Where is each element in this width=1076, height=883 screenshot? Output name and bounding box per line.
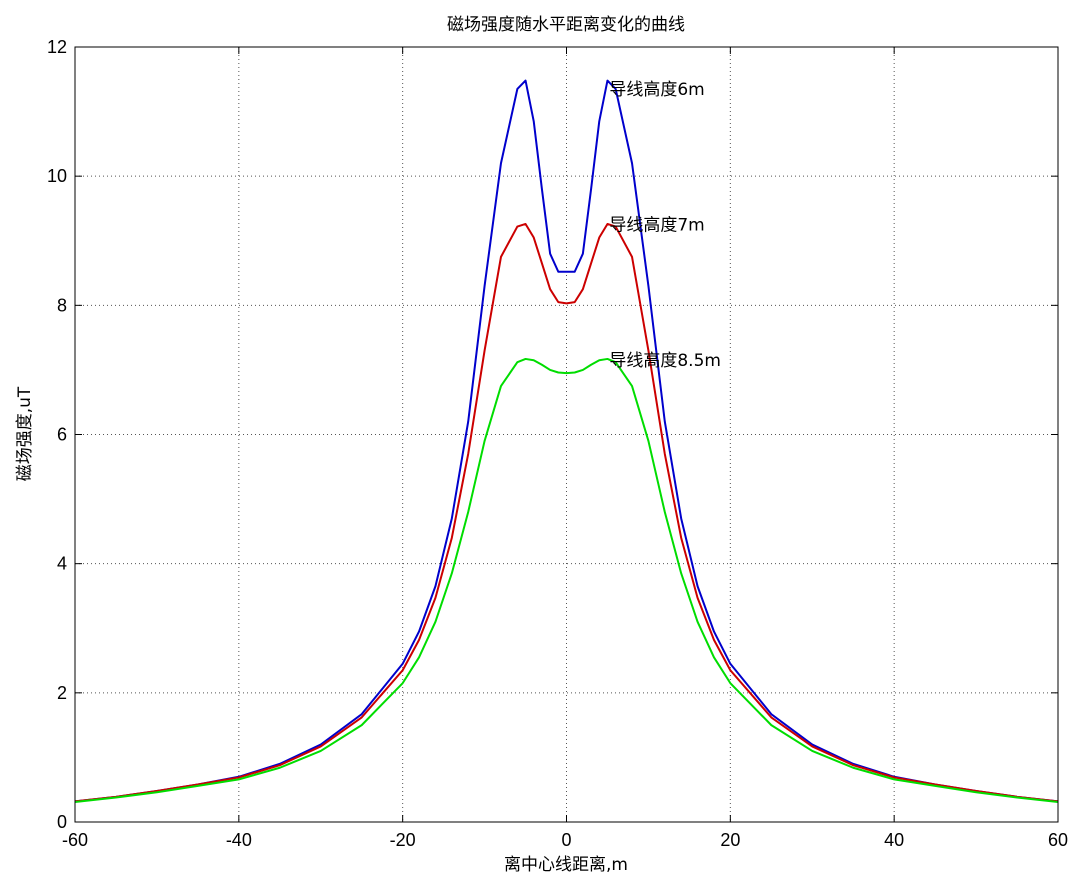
series-line-1 bbox=[74, 222, 1059, 803]
series-line-0 bbox=[74, 79, 1059, 803]
x-tick-label: -40 bbox=[226, 830, 252, 850]
y-tick-label: 4 bbox=[57, 554, 67, 574]
y-tick-label: 8 bbox=[57, 295, 67, 315]
x-tick-label: -20 bbox=[390, 830, 416, 850]
axis-ticks: -60 -40 -20 0 20 40 60 0 2 4 6 8 10 12 bbox=[47, 37, 1068, 850]
y-tick-label: 10 bbox=[47, 166, 67, 186]
y-tick-label: 0 bbox=[57, 812, 67, 832]
y-tick-label: 12 bbox=[47, 37, 67, 57]
x-tick-label: 40 bbox=[884, 830, 904, 850]
chart-title: 磁场强度随水平距离变化的曲线 bbox=[447, 15, 685, 35]
x-tick-label: 20 bbox=[720, 830, 740, 850]
x-axis-label: 离中心线距离,m bbox=[504, 855, 628, 875]
series-annotations: 导线高度6m 导线高度7m 导线高度8.5m bbox=[609, 80, 721, 371]
series-annotation-2: 导线高度8.5m bbox=[609, 351, 721, 371]
y-axis-label: 磁场强度,uT bbox=[15, 386, 35, 481]
x-tick-label: 60 bbox=[1048, 830, 1068, 850]
series-line-2 bbox=[74, 357, 1059, 803]
series-annotation-1: 导线高度7m bbox=[609, 216, 704, 236]
y-tick-label: 2 bbox=[57, 683, 67, 703]
series-annotation-0: 导线高度6m bbox=[609, 80, 704, 100]
x-tick-label: 0 bbox=[561, 830, 571, 850]
grid-lines bbox=[75, 47, 1058, 822]
series-lines bbox=[74, 79, 1059, 803]
x-tick-label: -60 bbox=[62, 830, 88, 850]
y-tick-label: 6 bbox=[57, 425, 67, 445]
